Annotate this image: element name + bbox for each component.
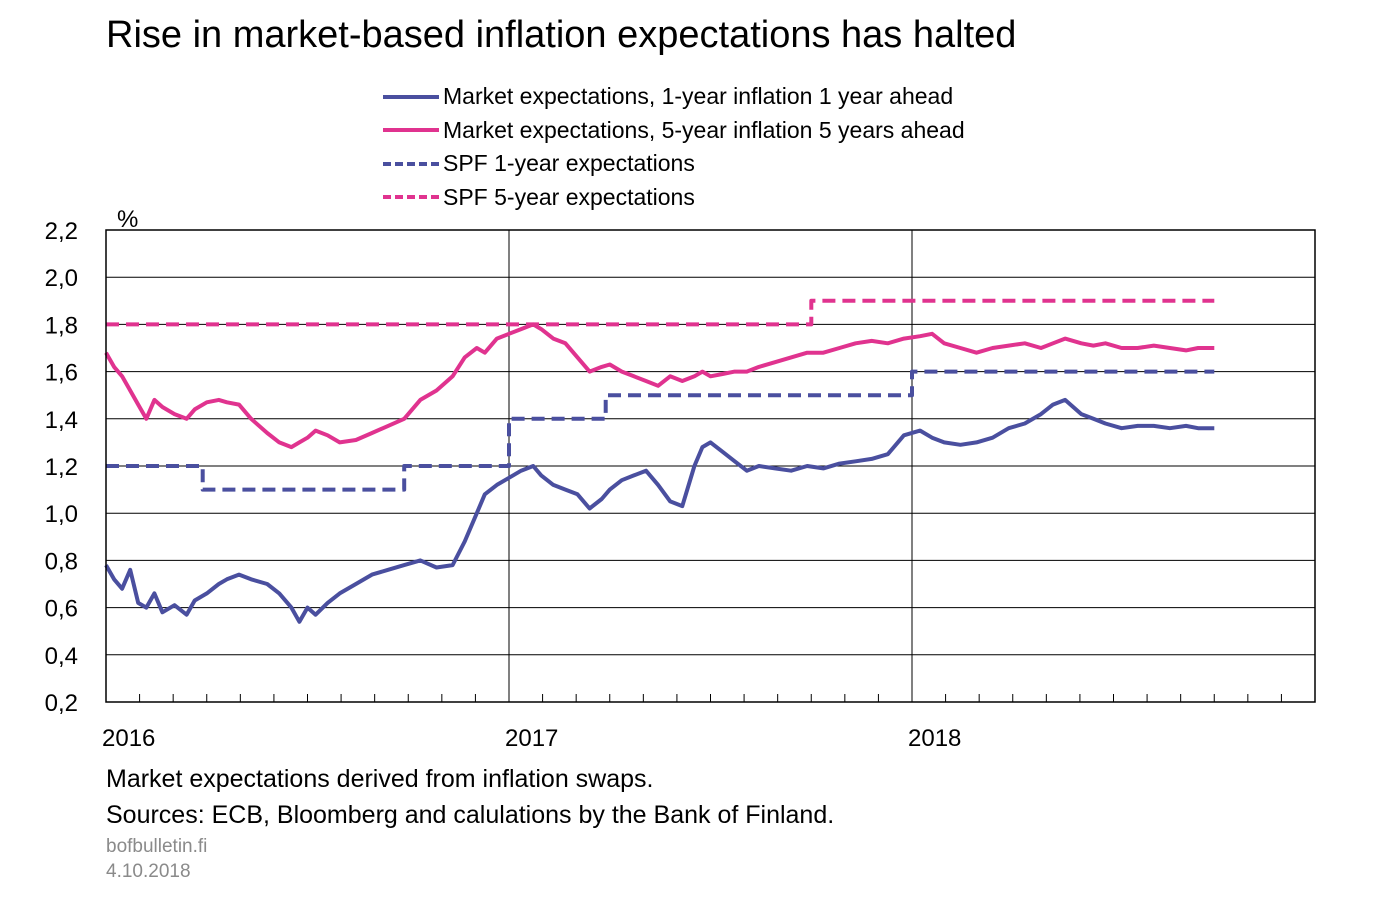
legend-label-market-5y5y: Market expectations, 5-year inflation 5 …: [443, 116, 965, 143]
y-tick-label: 0,2: [45, 690, 78, 717]
y-tick-label: 0,6: [45, 596, 78, 623]
y-tick-label: 0,8: [45, 548, 78, 575]
legend-item-market-1y: Market expectations, 1-year inflation 1 …: [383, 80, 965, 114]
legend-item-spf-1y: SPF 1-year expectations: [383, 147, 965, 181]
chart-legend: Market expectations, 1-year inflation 1 …: [383, 80, 965, 214]
legend-swatch-spf-5y: [383, 195, 439, 200]
publication-date: 4.10.2018: [106, 861, 191, 882]
legend-label-spf-1y: SPF 1-year expectations: [443, 150, 695, 177]
y-tick-label: 0,4: [45, 643, 78, 670]
y-tick-label: 1,0: [45, 501, 78, 528]
y-tick-label: 1,2: [45, 454, 78, 481]
x-tick-label: 2018: [908, 725, 961, 752]
y-tick-label: 2,0: [45, 265, 78, 292]
footnote-method: Market expectations derived from inflati…: [106, 765, 654, 793]
y-axis-unit-label: %: [117, 206, 138, 233]
y-tick-label: 1,6: [45, 360, 78, 387]
series-line-0: [104, 397, 1215, 624]
legend-label-spf-5y: SPF 5-year expectations: [443, 183, 695, 210]
footnote-sources: Sources: ECB, Bloomberg and calulations …: [106, 801, 835, 829]
x-tick-label: 2016: [102, 725, 155, 752]
series-line-3: [106, 298, 1215, 327]
legend-swatch-spf-1y: [383, 161, 439, 166]
legend-item-spf-5y: SPF 5-year expectations: [383, 181, 965, 215]
y-tick-label: 2,2: [45, 218, 78, 245]
series-line-2: [106, 369, 1215, 492]
x-tick-label: 2017: [505, 725, 558, 752]
chart-title: Rise in market-based inflation expectati…: [106, 14, 1017, 56]
series-layer: [104, 298, 1215, 624]
legend-swatch-market-1y: [383, 94, 439, 99]
legend-swatch-market-5y5y: [383, 128, 439, 133]
y-tick-label: 1,8: [45, 312, 78, 339]
y-tick-label: 1,4: [45, 407, 78, 434]
series-line-1: [104, 322, 1215, 450]
legend-item-market-5y5y: Market expectations, 5-year inflation 5 …: [383, 114, 965, 148]
tick-layer: 0,2 0,4 0,6 0,8 1,0 1,2 1,4 1,6 1,8 2,0 2,2 2016 201…: [45, 218, 1316, 752]
legend-label-market-1y: Market expectations, 1-year inflation 1 …: [443, 83, 954, 110]
website-label: bofbulletin.fi: [106, 836, 208, 857]
